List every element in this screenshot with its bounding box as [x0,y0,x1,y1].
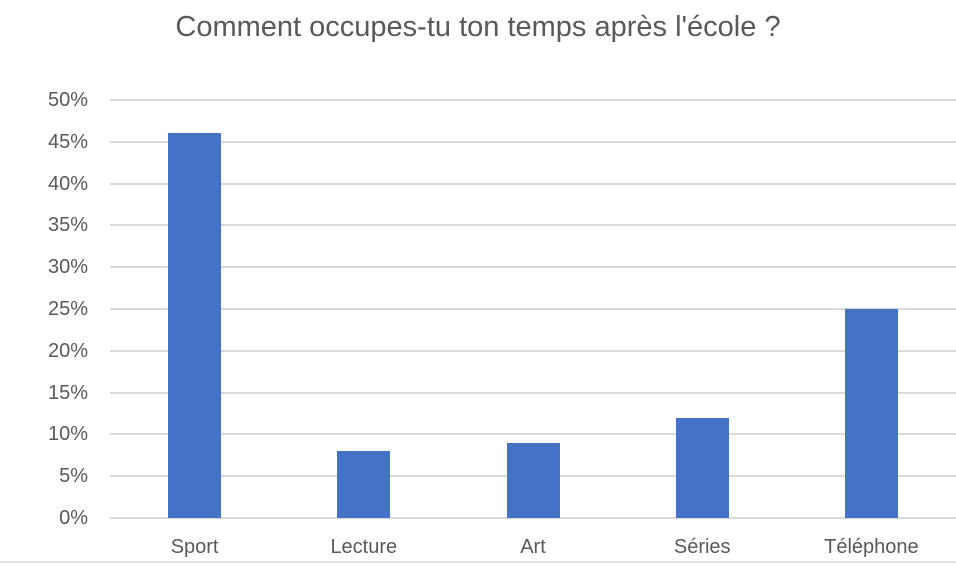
bar-téléphone [844,309,898,518]
bar-sport [168,133,222,518]
x-axis: Sport Lecture Art Séries Téléphone [110,536,956,559]
y-tick-label-20: 20% [47,339,88,362]
gridline-10 [110,433,956,436]
x-tick-label-téléphone: Téléphone [824,536,919,558]
bars-layer [110,100,956,518]
gridline-50 [110,99,956,101]
bar-column-téléphone [787,100,956,518]
y-tick-label-30: 30% [47,256,88,279]
x-tick-label-art: Art [520,536,546,558]
bottom-border-line [0,561,956,563]
gridline-0 [110,517,956,519]
x-tick-label-lecture: Lecture [330,536,398,558]
y-tick-label-45: 45% [47,130,88,153]
gridline-40 [110,182,956,185]
gridline-25 [110,308,956,310]
gridline-15 [110,391,956,394]
y-tick-label-35: 35% [47,214,88,237]
y-tick-label-0: 0% [59,507,88,529]
y-tick-label-5: 5% [59,465,88,488]
y-axis: 0% 5% 10% 15% 20% 25% 30% 35% 40% 45% 50% [0,90,88,528]
y-tick-label-50: 50% [47,89,88,111]
bar-column-art [448,100,617,518]
x-tick-label-séries: Séries [673,536,731,558]
bar-column-séries [618,100,787,518]
gridline-35 [110,224,956,227]
bar-column-sport [110,100,279,518]
y-tick-label-25: 25% [47,298,88,320]
gridline-30 [110,266,956,269]
gridline-20 [110,349,956,352]
y-tick-label-40: 40% [47,172,88,195]
chart-title: Comment occupes-tu ton temps après l'éco… [175,11,781,43]
plot-area [110,99,956,519]
y-tick-label-10: 10% [47,423,88,446]
bar-séries [675,417,729,518]
bar-art [506,442,560,518]
x-tick-label-sport: Sport [170,536,219,558]
gridline-45 [110,140,956,143]
y-tick-label-15: 15% [47,381,88,404]
bar-column-lecture [279,100,448,518]
bar-lecture [337,451,391,518]
